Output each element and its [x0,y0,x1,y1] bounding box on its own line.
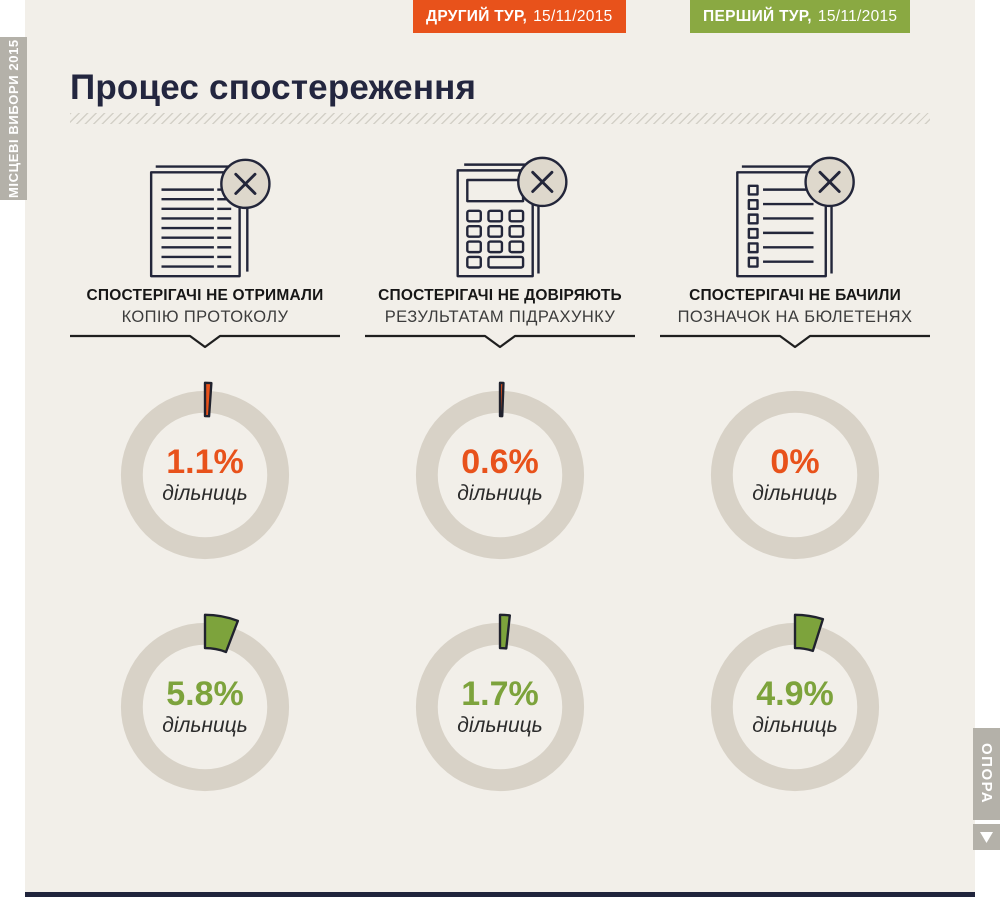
badge-first-round: ПЕРШИЙ ТУР, 15/11/2015 [690,0,911,33]
pointer-divider [70,334,340,349]
play-icon [980,832,993,843]
infographic-panel [25,0,975,897]
caption-line1: СПОСТЕРІГАЧІ НЕ ОТРИМАЛИ [86,287,324,304]
column-protocol: СПОСТЕРІГАЧІ НЕ ОТРИМАЛИ КОПІЮ ПРОТОКОЛУ… [60,155,350,802]
pointer-divider [660,334,930,349]
donut-label: дільниць [752,481,838,505]
donut-label: дільниць [457,481,543,505]
donut-value: 1.7% [461,674,539,713]
opora-tab-label: ОПОРА [978,743,995,805]
donut-chart: 1.1% дільниць [110,380,300,570]
donut-value: 0.6% [461,442,539,481]
donut-chart: 4.9% дільниць [700,612,890,802]
caption-line2: ПОЗНАЧОК НА БЮЛЕТЕНЯХ [677,308,913,326]
checklist-icon [718,155,872,280]
column-caption: СПОСТЕРІГАЧІ НЕ ДОВІРЯЮТЬ РЕЗУЛЬТАТАМ ПІ… [378,286,622,328]
column-caption: СПОСТЕРІГАЧІ НЕ ОТРИМАЛИ КОПІЮ ПРОТОКОЛУ [87,286,324,328]
caption-line2: РЕЗУЛЬТАТАМ ПІДРАХУНКУ [384,308,616,326]
donut-label: дільниць [162,481,248,505]
donut-label: дільниць [457,713,543,737]
donut-value: 5.8% [166,674,244,713]
document-icon [128,155,282,280]
page-title: Процес спостереження [70,68,477,107]
hatched-divider [70,113,930,124]
columns: СПОСТЕРІГАЧІ НЕ ОТРИМАЛИ КОПІЮ ПРОТОКОЛУ… [25,155,975,802]
donut-value: 1.1% [166,442,244,481]
left-side-tab: МІСЦЕВІ ВИБОРИ 2015 [0,37,27,200]
calculator-icon [423,155,577,280]
column-caption: СПОСТЕРІГАЧІ НЕ БАЧИЛИ ПОЗНАЧОК НА БЮЛЕТ… [678,286,913,328]
left-side-tab-label: МІСЦЕВІ ВИБОРИ 2015 [6,39,21,198]
donut-value: 0% [770,442,820,481]
donut-label: дільниць [752,713,838,737]
donut-chart: 0% дільниць [700,380,890,570]
badge-second-round: ДРУГИЙ ТУР, 15/11/2015 [413,0,626,33]
donut-chart: 0.6% дільниць [405,380,595,570]
opora-tab: ОПОРА [973,728,1000,820]
donut-chart: 5.8% дільниць [110,612,300,802]
caption-line2: КОПІЮ ПРОТОКОЛУ [121,308,289,326]
caption-line1: СПОСТЕРІГАЧІ НЕ ДОВІРЯЮТЬ [378,287,622,304]
column-ballot-marks: СПОСТЕРІГАЧІ НЕ БАЧИЛИ ПОЗНАЧОК НА БЮЛЕТ… [650,155,940,802]
badge-date: 15/11/2015 [817,7,898,25]
pointer-divider [365,334,635,349]
donut-label: дільниць [162,713,248,737]
badge-round-label: ДРУГИЙ ТУР, [426,7,528,25]
donut-chart: 1.7% дільниць [405,612,595,802]
donut-value: 4.9% [756,674,834,713]
badge-date: 15/11/2015 [533,7,613,25]
column-count-results: СПОСТЕРІГАЧІ НЕ ДОВІРЯЮТЬ РЕЗУЛЬТАТАМ ПІ… [355,155,645,802]
caption-line1: СПОСТЕРІГАЧІ НЕ БАЧИЛИ [689,287,901,304]
badge-round-label: ПЕРШИЙ ТУР, [703,7,812,25]
opora-play-tab [973,824,1000,850]
